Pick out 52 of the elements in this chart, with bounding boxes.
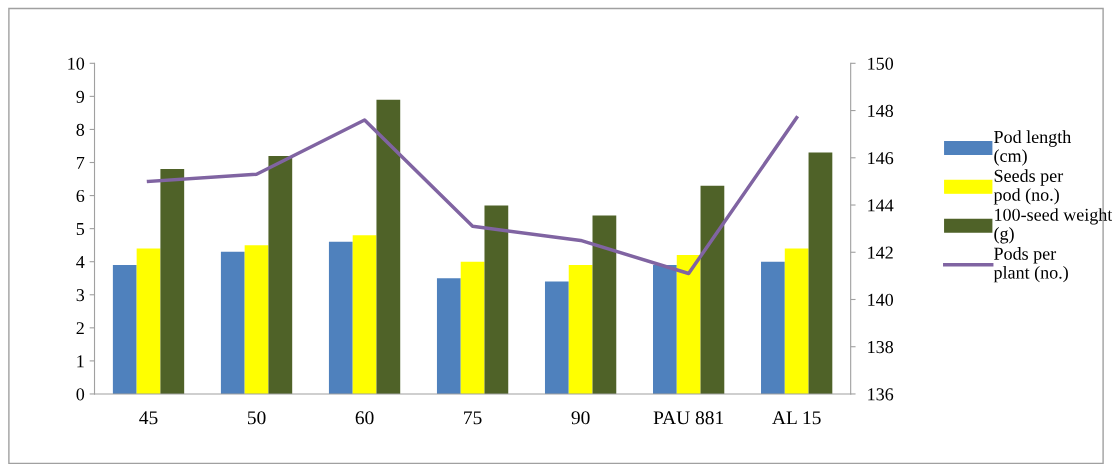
legend-label: 100-seed weight (g) bbox=[994, 208, 1112, 244]
bar bbox=[808, 152, 833, 394]
x-tick-label: 75 bbox=[464, 411, 482, 425]
bar bbox=[568, 265, 593, 394]
y-tick-label: 7 bbox=[76, 156, 85, 169]
bar bbox=[700, 185, 725, 394]
bar bbox=[484, 205, 509, 394]
bar bbox=[376, 99, 401, 394]
bar bbox=[352, 235, 377, 394]
bar bbox=[268, 155, 293, 394]
bar bbox=[761, 261, 785, 394]
bar bbox=[328, 241, 353, 394]
y-tick-label: 2 bbox=[76, 322, 84, 335]
y2-tick-label: 146 bbox=[868, 152, 894, 165]
y-tick-label: 9 bbox=[76, 90, 85, 103]
y2-tick-label: 148 bbox=[868, 104, 894, 117]
bar bbox=[653, 265, 677, 394]
bar bbox=[244, 245, 269, 394]
x-tick-label: 60 bbox=[355, 411, 374, 425]
y-tick-label: 1 bbox=[77, 355, 84, 368]
x-tick-label: AL 15 bbox=[772, 411, 821, 425]
bar bbox=[460, 261, 485, 394]
legend-label: Pods per plant (no.) bbox=[993, 247, 1068, 283]
bar bbox=[436, 278, 461, 394]
bar bbox=[592, 215, 617, 394]
y2-tick-label: 138 bbox=[868, 340, 894, 354]
y-tick-label: 0 bbox=[76, 388, 85, 401]
y2-tick-label: 150 bbox=[868, 57, 894, 70]
bar bbox=[544, 281, 569, 394]
line-series bbox=[146, 115, 799, 276]
y-tick-label: 6 bbox=[76, 189, 85, 203]
y2-tick-label: 144 bbox=[868, 199, 894, 212]
y-tick-label: 8 bbox=[76, 123, 85, 136]
y2-tick-label: 136 bbox=[868, 388, 894, 401]
bar bbox=[784, 248, 809, 394]
legend-label: Seeds per pod (no.) bbox=[993, 169, 1064, 205]
y-tick-label: 5 bbox=[76, 223, 85, 236]
bar bbox=[136, 248, 161, 394]
x-tick-label: 90 bbox=[571, 411, 590, 425]
y2-tick-label: 142 bbox=[868, 246, 893, 259]
bar bbox=[112, 265, 137, 394]
y-tick-label: 3 bbox=[76, 289, 85, 302]
x-tick-label: PAU 881 bbox=[653, 411, 724, 425]
bar bbox=[676, 255, 701, 394]
y-tick-label: 10 bbox=[68, 57, 85, 70]
x-tick-label: 50 bbox=[247, 411, 266, 425]
x-tick-label: 45 bbox=[139, 411, 158, 425]
legend-label: Pod length (cm) bbox=[994, 130, 1072, 166]
y-tick-label: 4 bbox=[76, 256, 85, 268]
bar bbox=[220, 251, 245, 394]
y2-tick-label: 140 bbox=[868, 293, 894, 306]
bar bbox=[160, 169, 185, 394]
